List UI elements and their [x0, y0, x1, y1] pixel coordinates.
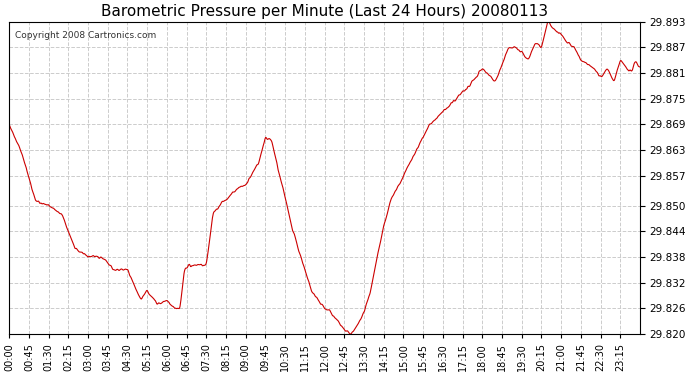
Title: Barometric Pressure per Minute (Last 24 Hours) 20080113: Barometric Pressure per Minute (Last 24 …: [101, 4, 548, 19]
Text: Copyright 2008 Cartronics.com: Copyright 2008 Cartronics.com: [15, 31, 157, 40]
